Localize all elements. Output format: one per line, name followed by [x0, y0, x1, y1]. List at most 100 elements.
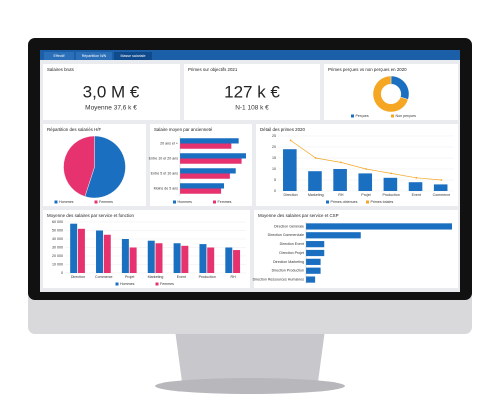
y-tick-label: 5 [274, 178, 276, 182]
kpi-title: Salaires bruts [47, 67, 75, 72]
chart-title: Détail des primes 2020 [260, 127, 305, 132]
x-tick-label: Commerce [95, 275, 113, 279]
bar [333, 169, 347, 191]
legend-label: Hommes [120, 282, 135, 286]
bar [306, 276, 316, 283]
legend-swatch [54, 200, 58, 204]
chart-title: Répartition des salariés H/F [47, 127, 101, 132]
y-tick-label: 20 000 [52, 254, 63, 258]
legend-swatch [94, 200, 98, 204]
chart-title: Primes perçues vs non perçues en 2020 [328, 67, 407, 72]
legend-label: Femmes [160, 282, 174, 286]
kpi-subtitle: Moyenne 37,6 k € [85, 105, 137, 112]
chart-title: Moyenne des salaires par service et CSP [258, 213, 339, 218]
slice [84, 135, 126, 199]
tab-label[interactable]: Répartition N/N [82, 54, 107, 58]
category-label: Direction Ressources Humaines [253, 278, 305, 282]
y-tick-label: 10 [272, 167, 276, 171]
x-tick-label: Marketing [308, 193, 324, 197]
bar [180, 138, 239, 144]
y-tick-label: 50 000 [52, 228, 63, 232]
tab[interactable] [76, 52, 112, 60]
bar [408, 182, 423, 191]
kpi-subtitle: N-1 108 k € [235, 105, 269, 112]
legend-label: Hommes [59, 200, 74, 204]
bar [306, 267, 321, 274]
bar [358, 173, 373, 191]
bar [77, 228, 85, 273]
bar [180, 188, 222, 194]
legend-label: Femmes [218, 200, 232, 204]
bar [129, 247, 137, 273]
point [365, 168, 367, 170]
legend-label: Hommes [178, 200, 193, 204]
x-tick-label: Production [383, 193, 400, 197]
point [339, 161, 342, 164]
y-tick-label: 0 [61, 271, 63, 275]
legend-swatch [391, 114, 394, 118]
bar [306, 241, 325, 248]
bar [173, 243, 181, 273]
y-tick-label: 40 000 [52, 237, 63, 241]
bar [121, 239, 129, 273]
slice [63, 135, 95, 197]
y-tick-label: 10 000 [52, 262, 63, 266]
legend-label: Femmes [99, 200, 113, 204]
x-tick-label: Projet [125, 275, 134, 279]
legend-label: Non perçues [396, 114, 417, 118]
y-tick-label: 20 [272, 145, 276, 149]
category-label: Moins de 5 ans [154, 186, 179, 190]
category-label: Direction Projet [279, 251, 304, 255]
panel [184, 64, 320, 120]
bar [306, 258, 321, 265]
legend-label: Primes obtenues [331, 200, 358, 204]
bar [180, 173, 230, 179]
nav-bar [40, 50, 460, 60]
tab-label[interactable]: Masse salariale [121, 54, 146, 58]
legend-swatch [351, 114, 354, 118]
legend-swatch [155, 282, 159, 286]
bar [383, 177, 398, 191]
x-tick-label: Direction [283, 193, 297, 197]
category-label: Direction Commerciale [268, 233, 304, 237]
monitor-neck [175, 330, 325, 382]
legend-swatch [213, 200, 216, 204]
bar [70, 223, 78, 273]
point [289, 139, 292, 142]
category-label: Direction Production [272, 269, 304, 273]
tab[interactable] [44, 52, 74, 60]
bar [233, 250, 241, 273]
x-tick-label: Direction [71, 275, 85, 279]
kpi-value: 127 k € [224, 82, 280, 101]
legend-swatch [366, 200, 369, 204]
bar [103, 234, 111, 273]
bar [225, 247, 233, 273]
kpi-title: Primes sur objectifs 2021 [188, 67, 238, 72]
point [314, 157, 317, 159]
x-tick-label: Commerce [433, 193, 451, 197]
y-tick-label: 30 000 [52, 245, 63, 249]
x-tick-label: Projet [361, 193, 370, 197]
bar [180, 153, 246, 159]
x-tick-label: Marketing [148, 275, 164, 279]
legend-swatch [326, 200, 329, 204]
legend-label: Primes totales [371, 200, 394, 204]
tab-active[interactable] [114, 52, 152, 60]
bar [180, 143, 232, 149]
category-label: Direction Marketing [273, 260, 304, 264]
x-tick-label: RH [230, 275, 236, 279]
kpi-value: 3,0 M € [83, 82, 140, 101]
bar [306, 223, 452, 230]
chart-title: Moyenne des salaires par service et fonc… [47, 213, 134, 218]
chart-title: Salaire moyen par ancienneté [154, 127, 213, 132]
x-tick-label: Production [199, 275, 216, 279]
category-label: 20 ans et + [160, 141, 178, 145]
legend-swatch [115, 282, 119, 286]
bar [155, 243, 163, 273]
panel [43, 64, 180, 120]
tab-label[interactable]: Effectif [54, 54, 65, 58]
panel [43, 210, 250, 288]
point [440, 179, 443, 181]
legend-label: Perçues [356, 114, 369, 118]
